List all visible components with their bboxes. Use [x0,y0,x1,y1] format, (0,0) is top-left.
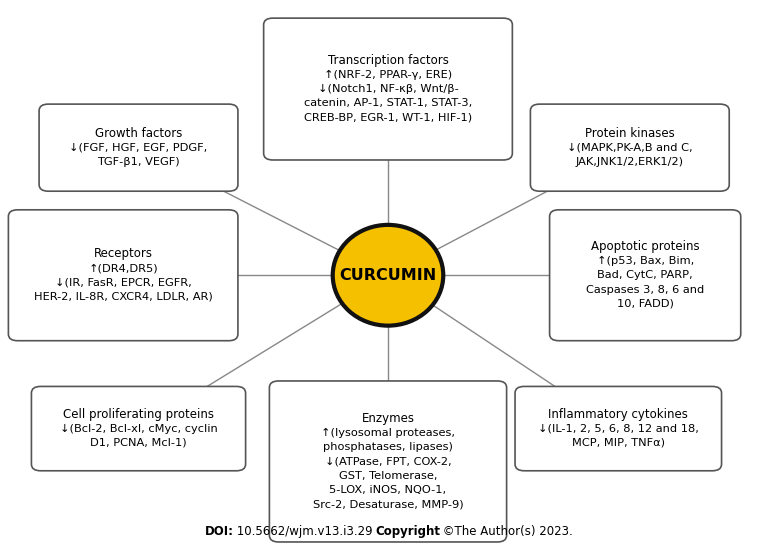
Text: JAK,JNK1/2,ERK1/2): JAK,JNK1/2,ERK1/2) [576,157,684,167]
FancyBboxPatch shape [31,386,245,471]
Text: DOI:: DOI: [204,525,234,538]
Text: Caspases 3, 8, 6 and: Caspases 3, 8, 6 and [586,285,705,295]
Text: 10.5662/wjm.v13.i3.29: 10.5662/wjm.v13.i3.29 [233,525,376,538]
Text: ↓(ATPase, FPT, COX-2,: ↓(ATPase, FPT, COX-2, [324,456,452,466]
Text: Growth factors: Growth factors [95,127,182,140]
Text: ©The Author(s) 2023.: ©The Author(s) 2023. [439,525,573,538]
Text: Cell proliferating proteins: Cell proliferating proteins [63,408,214,421]
Text: ↑(DR4,DR5): ↑(DR4,DR5) [88,263,158,273]
Text: 10, FADD): 10, FADD) [617,299,674,309]
FancyBboxPatch shape [515,386,722,471]
Text: ↓(FGF, HGF, EGF, PDGF,: ↓(FGF, HGF, EGF, PDGF, [69,143,208,153]
Text: CREB-BP, EGR-1, WT-1, HIF-1): CREB-BP, EGR-1, WT-1, HIF-1) [304,112,472,122]
Text: ↑(lysosomal proteases,: ↑(lysosomal proteases, [321,428,455,438]
FancyBboxPatch shape [269,381,507,542]
Text: Protein kinases: Protein kinases [585,127,674,140]
Text: Src-2, Desaturase, MMP-9): Src-2, Desaturase, MMP-9) [313,499,463,509]
Text: HER-2, IL-8R, CXCR4, LDLR, AR): HER-2, IL-8R, CXCR4, LDLR, AR) [34,291,213,301]
Text: Copyright: Copyright [375,525,440,538]
Text: CURCUMIN: CURCUMIN [339,268,437,283]
Text: phosphatases, lipases): phosphatases, lipases) [323,442,453,452]
Text: Enzymes: Enzymes [362,412,414,425]
Text: 5-LOX, iNOS, NQO-1,: 5-LOX, iNOS, NQO-1, [330,485,446,495]
FancyBboxPatch shape [39,104,238,191]
Text: ↑(p53, Bax, Bim,: ↑(p53, Bax, Bim, [597,256,694,266]
Text: Inflammatory cytokines: Inflammatory cytokines [549,408,688,421]
Text: ↓(IL-1, 2, 5, 6, 8, 12 and 18,: ↓(IL-1, 2, 5, 6, 8, 12 and 18, [538,424,698,434]
Text: GST, Telomerase,: GST, Telomerase, [339,471,437,481]
FancyBboxPatch shape [9,210,238,341]
Text: D1, PCNA, Mcl-1): D1, PCNA, Mcl-1) [90,438,187,448]
Text: ↓(Bcl-2, Bcl-xl, cMyc, cyclin: ↓(Bcl-2, Bcl-xl, cMyc, cyclin [60,424,217,434]
Text: Apoptotic proteins: Apoptotic proteins [591,240,699,254]
Text: ↓(IR, FasR, EPCR, EGFR,: ↓(IR, FasR, EPCR, EGFR, [55,277,192,287]
Text: ↓(MAPK,PK-A,B and C,: ↓(MAPK,PK-A,B and C, [567,143,693,153]
Text: TGF-β1, VEGF): TGF-β1, VEGF) [97,157,180,167]
Text: Transcription factors: Transcription factors [327,54,449,67]
Text: Receptors: Receptors [94,247,153,260]
FancyBboxPatch shape [549,210,741,341]
FancyBboxPatch shape [264,18,512,160]
Text: MCP, MIP, TNFα): MCP, MIP, TNFα) [572,438,665,448]
Text: Bad, CytC, PARP,: Bad, CytC, PARP, [598,270,693,280]
Ellipse shape [333,225,443,326]
Text: ↓(Notch1, NF-κβ, Wnt/β-: ↓(Notch1, NF-κβ, Wnt/β- [317,84,459,94]
Text: ↑(NRF-2, PPAR-γ, ERE): ↑(NRF-2, PPAR-γ, ERE) [324,70,452,80]
FancyBboxPatch shape [531,104,729,191]
Text: catenin, AP-1, STAT-1, STAT-3,: catenin, AP-1, STAT-1, STAT-3, [304,98,472,108]
